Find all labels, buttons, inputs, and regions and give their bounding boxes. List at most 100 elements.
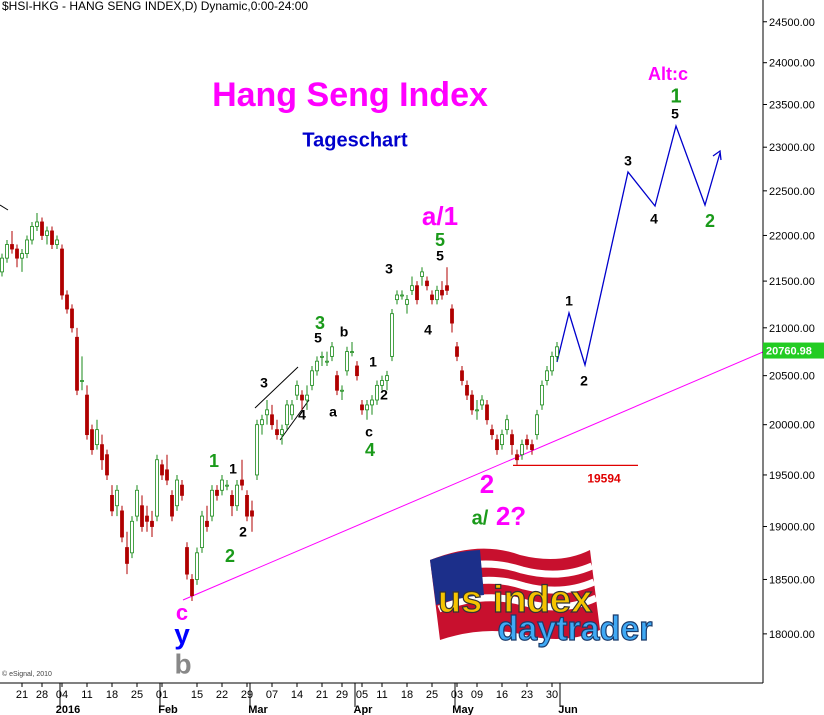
candle-body — [125, 547, 129, 564]
candle-body — [300, 394, 304, 401]
wave-label: 3 — [385, 261, 393, 277]
channel-line — [254, 366, 299, 409]
y-tick-label: 22000.00 — [769, 230, 815, 242]
wave-label: 2 — [705, 211, 715, 231]
candle-body — [250, 510, 254, 517]
wave-label: b — [340, 324, 349, 340]
x-tick-label: 30 — [546, 689, 558, 701]
candle-body — [15, 248, 19, 259]
x-tick-label: 07 — [266, 689, 278, 701]
y-tick-label: 18500.00 — [769, 574, 815, 586]
logo: us index daytrader — [430, 548, 653, 649]
x-tick-label: 23 — [521, 689, 533, 701]
x-tick-label: 21 — [16, 689, 28, 701]
candle-body — [165, 469, 169, 481]
y-tick-label: 23000.00 — [769, 142, 815, 154]
candle-body — [385, 375, 389, 381]
candle-body — [215, 489, 219, 496]
candle-body — [410, 285, 414, 291]
candle-body — [195, 552, 199, 580]
candle-body — [65, 294, 69, 310]
x-tick-label: 25 — [426, 689, 438, 701]
candle-body — [130, 520, 134, 554]
candle-body — [85, 394, 89, 436]
candle-body — [500, 434, 504, 446]
wave-label: c — [176, 600, 188, 625]
wave-label: 4 — [298, 407, 306, 423]
x-tick-label: 16 — [496, 689, 508, 701]
candle-body — [55, 239, 59, 245]
x-tick-label: 28 — [36, 689, 48, 701]
candle-body — [145, 515, 149, 522]
wave-label: 1 — [670, 85, 681, 107]
candle-body — [280, 429, 284, 436]
candle-body — [80, 380, 84, 382]
candle-body — [335, 375, 339, 391]
x-tick-label: 21 — [316, 689, 328, 701]
wave-label: 2 — [380, 387, 388, 403]
candle-body — [100, 444, 104, 461]
wave-label: 3 — [260, 375, 268, 391]
candle-body — [245, 495, 249, 517]
candle-body — [95, 429, 99, 446]
candle-body — [420, 271, 424, 277]
candle-body — [90, 429, 94, 451]
candle-body — [115, 489, 119, 507]
y-tick-label: 23500.00 — [769, 99, 815, 111]
month-label: Mar — [248, 704, 268, 715]
candle-body — [495, 439, 499, 451]
candle-body — [75, 336, 79, 391]
y-tick-label: 18000.00 — [769, 629, 815, 641]
forecast-arrow — [712, 149, 722, 161]
candle-body — [325, 360, 329, 363]
header: $HSI-HKG - HANG SENG INDEX,D) Dynamic,0:… — [2, 0, 308, 13]
wave-label: 3 — [624, 153, 632, 169]
candle-body — [375, 384, 379, 401]
wave-label: 5 — [436, 248, 444, 264]
wave-label: b — [174, 648, 191, 679]
x-tick-label: 14 — [291, 689, 303, 701]
wave-label: 1 — [209, 451, 219, 471]
candle-body — [465, 384, 469, 396]
last-price-label: 20760.98 — [766, 346, 812, 358]
wave-label: 2 — [480, 469, 494, 499]
x-tick-label: 29 — [336, 689, 348, 701]
candle-body — [525, 439, 529, 446]
candle-body — [105, 454, 109, 476]
candle-body — [110, 495, 114, 512]
y-tick-label: 19000.00 — [769, 522, 815, 534]
candle-body — [40, 221, 44, 236]
chart-title: Hang Seng Index — [212, 76, 488, 114]
candle-body — [210, 489, 214, 517]
wave-label: 5 — [314, 330, 322, 346]
x-tick-label: 11 — [376, 689, 387, 701]
candle-body — [60, 248, 64, 296]
candle-body — [120, 510, 124, 538]
x-tick-label: 09 — [471, 689, 483, 701]
candle-body — [290, 404, 294, 416]
candle-body — [240, 479, 244, 486]
candle-body — [350, 351, 354, 353]
copyright: © eSignal, 2010 — [2, 670, 52, 678]
candle-body — [425, 280, 429, 287]
x-tick-label: 15 — [191, 689, 203, 701]
candle-body — [320, 355, 324, 358]
candle-body — [45, 230, 49, 236]
wave-label: c — [365, 424, 373, 440]
candle-body — [220, 479, 224, 491]
channel-line — [0, 204, 9, 211]
candle-body — [315, 360, 319, 372]
y-tick-label: 24000.00 — [769, 58, 815, 70]
wave-label: 5 — [671, 106, 679, 122]
x-tick-label: 18 — [106, 689, 118, 701]
wave-label: 4 — [424, 322, 432, 338]
candle-body — [545, 370, 549, 381]
month-label: Apr — [354, 704, 374, 715]
candle-body — [265, 409, 269, 416]
candle-body — [390, 313, 394, 357]
candle-body — [285, 404, 289, 426]
x-tick-label: 03 — [451, 689, 463, 701]
candle-body — [50, 230, 54, 245]
